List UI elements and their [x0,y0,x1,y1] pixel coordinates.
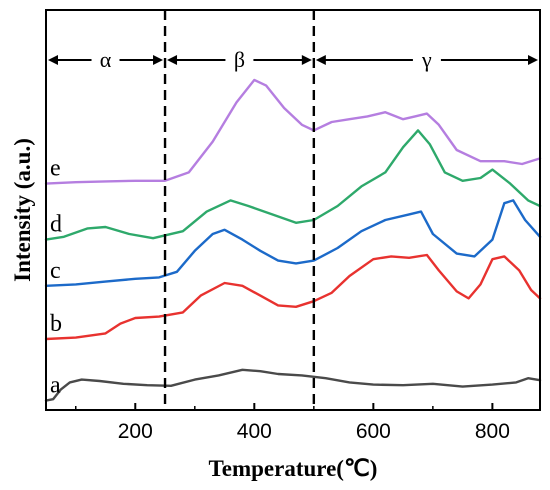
region-arrowhead-right-3 [528,55,538,65]
x-tick-label-200: 200 [118,420,153,443]
curve-label-b: b [50,311,62,337]
series-line-a [44,368,542,402]
curve-label-e: e [50,156,61,182]
x-ticks-layer: 200 400 600 800 [75,403,510,443]
series-line-c [44,199,542,287]
series-line-d [44,129,542,241]
x-axis-title: Temperature(℃) [209,456,378,481]
curve-label-a: a [50,373,61,399]
curve-labels-layer: a b cd e [50,156,62,399]
y-axis-title: Intensity (a.u.) [10,138,35,282]
region-label-3: γ [421,47,432,72]
regions-layer: α β γ [48,47,538,72]
x-tick-label-400: 400 [237,420,272,443]
x-tick-label-800: 800 [475,420,510,443]
x-tick-label-600: 600 [356,420,391,443]
series-line-e [44,78,542,185]
region-arrowhead-left-1 [48,55,58,65]
curves-layer [44,78,542,402]
region-arrowhead-left-3 [315,55,326,65]
region-arrowhead-right-2 [301,55,312,65]
region-label-2: β [234,47,245,72]
plot-frame [45,9,541,411]
curve-label-d: d [50,212,62,238]
region-label-1: α [100,47,112,72]
dividers-layer [163,10,316,410]
region-arrowhead-left-2 [167,55,178,65]
region-arrowhead-right-1 [153,55,164,65]
series-line-b [44,253,542,341]
curve-label-c: c [50,258,61,284]
